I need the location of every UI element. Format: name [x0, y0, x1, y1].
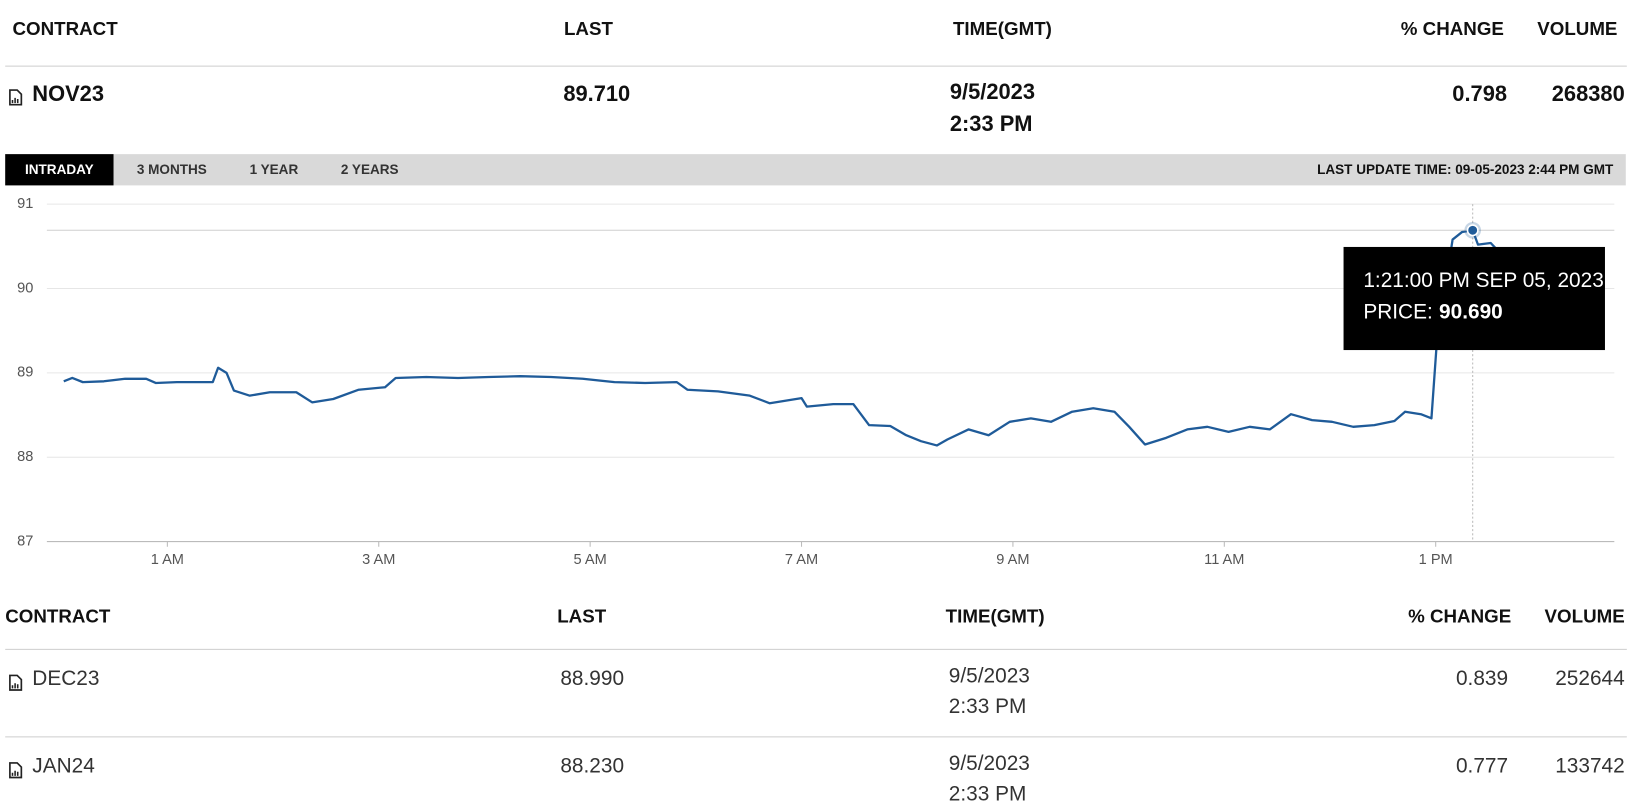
divider [5, 736, 1627, 738]
x-tick-label: 1 AM [151, 552, 184, 568]
tooltip-box [1343, 246, 1605, 351]
date: 9/5/2023 [948, 752, 1030, 776]
x-tick-label: 7 AM [785, 552, 818, 568]
last-price: 88.990 [560, 667, 625, 690]
y-tick-label: 90 [17, 280, 33, 296]
divider [5, 65, 1627, 67]
tooltip-price-label: PRICE: [1363, 300, 1432, 323]
column-header: LAST [557, 605, 607, 627]
y-tick-label: 88 [17, 449, 33, 465]
range-tab[interactable]: 2 YEARS [340, 161, 399, 178]
column-header: % CHANGE [1408, 605, 1512, 627]
tooltip: 1:21:00 PM SEP 05, 2023 PRICE: 90.690 [1343, 246, 1605, 351]
y-tick-label: 89 [17, 365, 33, 381]
last-price: 89.710 [563, 82, 631, 107]
tooltip-price-value: 90.690 [1439, 300, 1503, 323]
contract-icon [9, 674, 23, 691]
chart: 87 88 89 90 91 1 AM 3 AM 5 AM 7 AM 9 AM 11 AM 1 PM 1… [17, 196, 1615, 568]
time: 2:33 PM [949, 112, 1033, 137]
percent-change: 0.777 [1455, 754, 1509, 778]
divider [5, 648, 1627, 650]
y-tick-label: 87 [17, 533, 33, 549]
y-tick-label: 91 [17, 196, 33, 212]
percent-change: 0.798 [1452, 82, 1508, 107]
tooltip-time: 1:21:00 PM SEP 05, 2023 [1363, 269, 1603, 292]
column-header: VOLUME [1537, 18, 1618, 40]
tooltip-price: PRICE: 90.690 [1363, 300, 1502, 323]
hover-point [1466, 224, 1479, 237]
column-header: CONTRACT [12, 18, 118, 40]
x-tick-label: 3 AM [362, 552, 395, 568]
tab-bar: LAST UPDATE TIME: 09-05-2023 2:44 PM GMT… [5, 154, 1626, 186]
range-tab[interactable]: 1 YEAR [249, 161, 299, 178]
contract-icon [9, 762, 23, 779]
x-tick-label: 11 AM [1204, 552, 1244, 568]
x-tick-label: 1 PM [1419, 552, 1453, 568]
last-price: 88.230 [560, 754, 625, 778]
range-tab[interactable]: INTRADAY [5, 154, 114, 186]
column-header: TIME(GMT) [945, 605, 1045, 627]
column-header: % CHANGE [1400, 18, 1504, 40]
percent-change: 0.839 [1455, 667, 1509, 690]
volume: 268380 [1551, 82, 1625, 107]
range-tab[interactable]: 3 MONTHS [136, 161, 207, 178]
column-header: LAST [563, 18, 613, 40]
column-header: TIME(GMT) [952, 18, 1052, 40]
time: 2:33 PM [948, 782, 1027, 806]
x-tick-label: 9 AM [996, 552, 1029, 568]
price-line [63, 229, 1498, 447]
volume: 252644 [1555, 667, 1625, 690]
time: 2:33 PM [948, 695, 1027, 719]
date: 9/5/2023 [949, 80, 1035, 105]
x-tick-label: 5 AM [574, 552, 607, 568]
contract: JAN24 [32, 754, 95, 778]
column-header: VOLUME [1544, 605, 1625, 627]
contract-icon [9, 89, 23, 106]
column-header: CONTRACT [5, 605, 111, 627]
volume: 133742 [1555, 754, 1625, 778]
date: 9/5/2023 [948, 664, 1030, 688]
contract: DEC23 [32, 667, 100, 690]
contract: NOV23 [32, 82, 105, 107]
last-update: LAST UPDATE TIME: 09-05-2023 2:44 PM GMT [1317, 161, 1614, 178]
